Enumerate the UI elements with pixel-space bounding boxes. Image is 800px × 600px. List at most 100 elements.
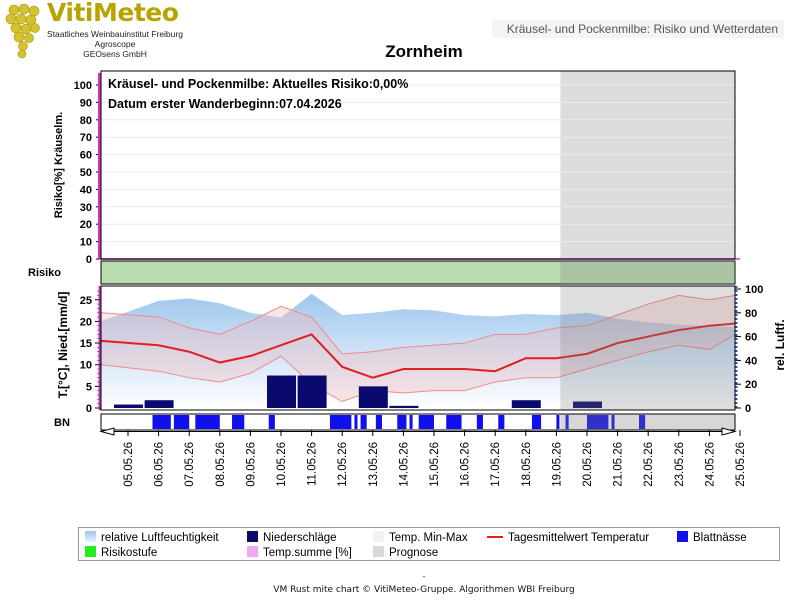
weather-left-tick-label: 10 — [80, 360, 92, 372]
x-axis-date-label: 20.05.26 — [582, 442, 594, 487]
legend: relative Luftfeuchtigkeit Niederschläge Te… — [78, 527, 780, 561]
leaf-wetness-mark — [375, 415, 382, 429]
logo-line-agroscope: Agroscope — [94, 39, 136, 49]
legend-label: Risikostufe — [101, 547, 158, 559]
risk-annotation-start-date: Datum erster Wanderbeginn:07.04.2026 — [108, 97, 342, 111]
legend-swatch — [373, 546, 384, 557]
leaf-wetness-mark — [409, 415, 413, 429]
x-axis-date-label: 05.05.26 — [123, 442, 135, 487]
footer-dash: - — [422, 572, 426, 582]
legend-item: Temp.summe [%] — [247, 546, 352, 560]
risk-panel-border — [100, 70, 736, 260]
risk-stripe-prognosis-overlay — [560, 261, 735, 284]
legend-item: relative Luftfeuchtigkeit — [85, 531, 219, 545]
precipitation-bar — [114, 404, 143, 408]
legend-label: Tagesmittelwert Temperatur — [508, 532, 650, 544]
leaf-wetness-mark — [354, 415, 358, 429]
weather-right-axis-label: rel. Luftf. — [773, 319, 787, 370]
mean-temperature-line — [100, 322, 736, 379]
legend-label: Prognose — [389, 547, 439, 559]
x-axis-date-label: 08.05.26 — [215, 442, 227, 487]
weather-left-tick-label: 15 — [80, 338, 92, 350]
legend-label: Niederschläge — [263, 532, 337, 544]
risk-annotation-current: Kräusel- und Pockenmilbe: Aktuelles Risi… — [108, 77, 408, 91]
leaf-wetness-mark — [446, 415, 462, 429]
weather-right-tick-label: 20 — [745, 379, 757, 391]
x-axis-date-label: 15.05.26 — [429, 442, 441, 487]
x-axis-date-label: 11.05.26 — [307, 442, 319, 486]
x-axis-date-label: 14.05.26 — [398, 442, 410, 487]
legend-swatch — [373, 531, 384, 542]
precipitation-bar — [511, 400, 541, 408]
precipitation-bar — [358, 386, 388, 408]
legend-item: Prognose — [373, 546, 438, 560]
leaf-wetness-mark — [498, 415, 505, 429]
vitimeteo-logo: VitiMeteo Staatliches Weinbauinstitut Fr… — [0, 0, 200, 62]
x-axis-date-label: 12.05.26 — [337, 442, 349, 487]
leaf-wetness-mark — [531, 415, 542, 429]
legend-item: Niederschläge — [247, 531, 337, 545]
x-axis-date-label: 10.05.26 — [276, 442, 288, 487]
leaf-wetness-mark — [329, 415, 352, 429]
legend-label: Temp.summe [%] — [263, 547, 352, 559]
weather-left-tick-label: 25 — [80, 295, 92, 307]
leaf-wetness-mark — [639, 415, 646, 429]
risk-y-tick-label: 100 — [74, 80, 92, 92]
weather-right-tick-label: 0 — [745, 403, 751, 415]
logo-line-geosens: GEOsens GmbH — [83, 49, 147, 59]
legend-item: Risikostufe — [85, 546, 157, 560]
leaf-wetness-mark — [418, 415, 434, 429]
weather-left-tick-label: 5 — [86, 381, 92, 393]
risk-y-tick-label: 0 — [86, 254, 92, 266]
x-axis-date-label: 13.05.26 — [368, 442, 380, 487]
leaf-wetness-mark — [565, 415, 569, 429]
weather-left-tick-label: 20 — [80, 316, 92, 328]
leaf-wetness-mark — [152, 415, 171, 429]
leaf-wetness-mark — [173, 415, 190, 429]
risk-y-tick-label: 30 — [80, 202, 92, 214]
legend-swatch — [487, 536, 503, 538]
weather-left-axis-label: T.[°C], Nied.[mm/d] — [56, 292, 70, 399]
x-axis-date-label: 09.05.26 — [245, 442, 257, 487]
weather-right-tick-label: 40 — [745, 355, 757, 367]
leaf-wetness-prognosis-overlay — [560, 414, 735, 430]
temp-min-line — [100, 333, 736, 403]
legend-swatch — [85, 531, 96, 542]
risk-level-stripe — [100, 260, 736, 285]
legend-swatch — [247, 531, 258, 542]
footer-credit: VM Rust mite chart © VitiMeteo-Gruppe. A… — [273, 585, 575, 595]
legend-swatch — [85, 546, 96, 557]
leaf-wetness-mark — [397, 415, 407, 429]
weather-left-tick-label: 0 — [86, 403, 92, 415]
temp-min-max-band — [101, 295, 735, 402]
risk-y-tick-label: 10 — [80, 237, 92, 249]
legend-label: Temp. Min-Max — [389, 532, 468, 544]
risk-y-tick-label: 60 — [80, 150, 92, 162]
x-axis-date-label: 07.05.26 — [184, 442, 196, 487]
legend-item: Temp. Min-Max — [373, 531, 468, 545]
leaf-wetness-mark — [360, 415, 367, 429]
x-axis-date-label: 17.05.26 — [490, 442, 502, 487]
legend-label: Blattnässe — [693, 532, 747, 544]
precipitation-bar — [144, 400, 174, 408]
x-axis-date-label: 23.05.26 — [674, 442, 686, 487]
logo-line-institute: Staatliches Weinbauinstitut Freiburg — [47, 29, 183, 39]
leaf-wetness-mark — [232, 415, 245, 429]
x-axis-date-label: 24.05.26 — [704, 442, 716, 487]
logo-name: VitiMeteo — [47, 0, 179, 27]
risk-y-tick-label: 40 — [80, 184, 92, 196]
legend-item: Tagesmittelwert Temperatur — [487, 531, 649, 545]
risk-y-tick-label: 80 — [80, 115, 92, 127]
chart-title: Zornheim — [385, 42, 463, 61]
risk-y-tick-label: 20 — [80, 219, 92, 231]
leaf-wetness-mark — [268, 415, 275, 429]
weather-prognosis-overlay — [560, 286, 735, 410]
leaf-wetness-mark — [556, 415, 560, 429]
risk-y-tick-label: 50 — [80, 167, 92, 179]
weather-panel-border — [100, 285, 736, 411]
x-axis-date-label: 25.05.26 — [735, 442, 747, 487]
leaf-wetness-mark — [195, 415, 220, 429]
leaf-wetness-mark — [476, 415, 483, 429]
risk-y-axis-label: Risiko[%] Kräuselm. — [53, 112, 65, 218]
